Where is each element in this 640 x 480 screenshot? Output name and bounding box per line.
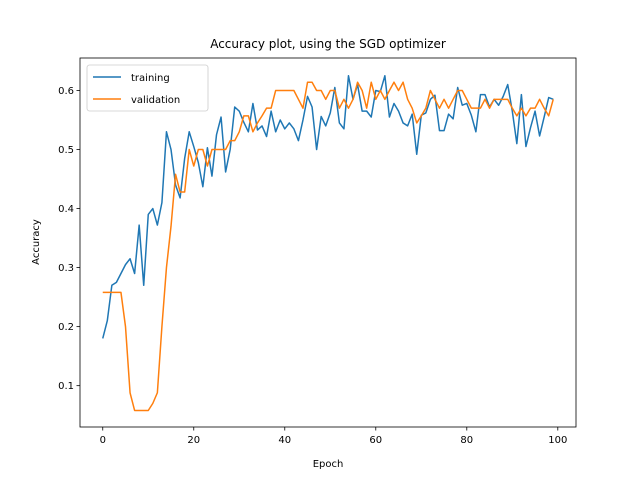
legend-label-training: training xyxy=(131,73,170,84)
x-tick-label: 0 xyxy=(100,435,106,446)
y-tick-label: 0.6 xyxy=(58,86,74,97)
x-tick-label: 100 xyxy=(548,435,567,446)
y-tick-label: 0.3 xyxy=(58,263,74,274)
x-tick-label: 80 xyxy=(460,435,473,446)
y-tick-label: 0.1 xyxy=(58,381,74,392)
y-tick-label: 0.2 xyxy=(58,322,74,333)
plot-frame xyxy=(79,57,577,428)
series-line-validation xyxy=(102,81,554,412)
legend-label-validation: validation xyxy=(131,95,180,106)
series-line-training xyxy=(102,74,554,339)
y-tick-label: 0.4 xyxy=(58,204,74,215)
axis-ticks: 0 20 40 60 80 100 0.1 0.2 0.3 0.4 0.5 0.6 xyxy=(58,86,567,446)
y-axis-label: Accuracy xyxy=(31,219,42,265)
legend: training validation xyxy=(86,64,209,112)
x-axis-label: Epoch xyxy=(313,459,344,470)
series-lines xyxy=(102,74,554,412)
x-tick-label: 40 xyxy=(278,435,291,446)
chart-title: Accuracy plot, using the SGD optimizer xyxy=(210,37,446,51)
x-tick-label: 20 xyxy=(187,435,200,446)
x-tick-label: 60 xyxy=(369,435,382,446)
y-tick-label: 0.5 xyxy=(58,145,74,156)
